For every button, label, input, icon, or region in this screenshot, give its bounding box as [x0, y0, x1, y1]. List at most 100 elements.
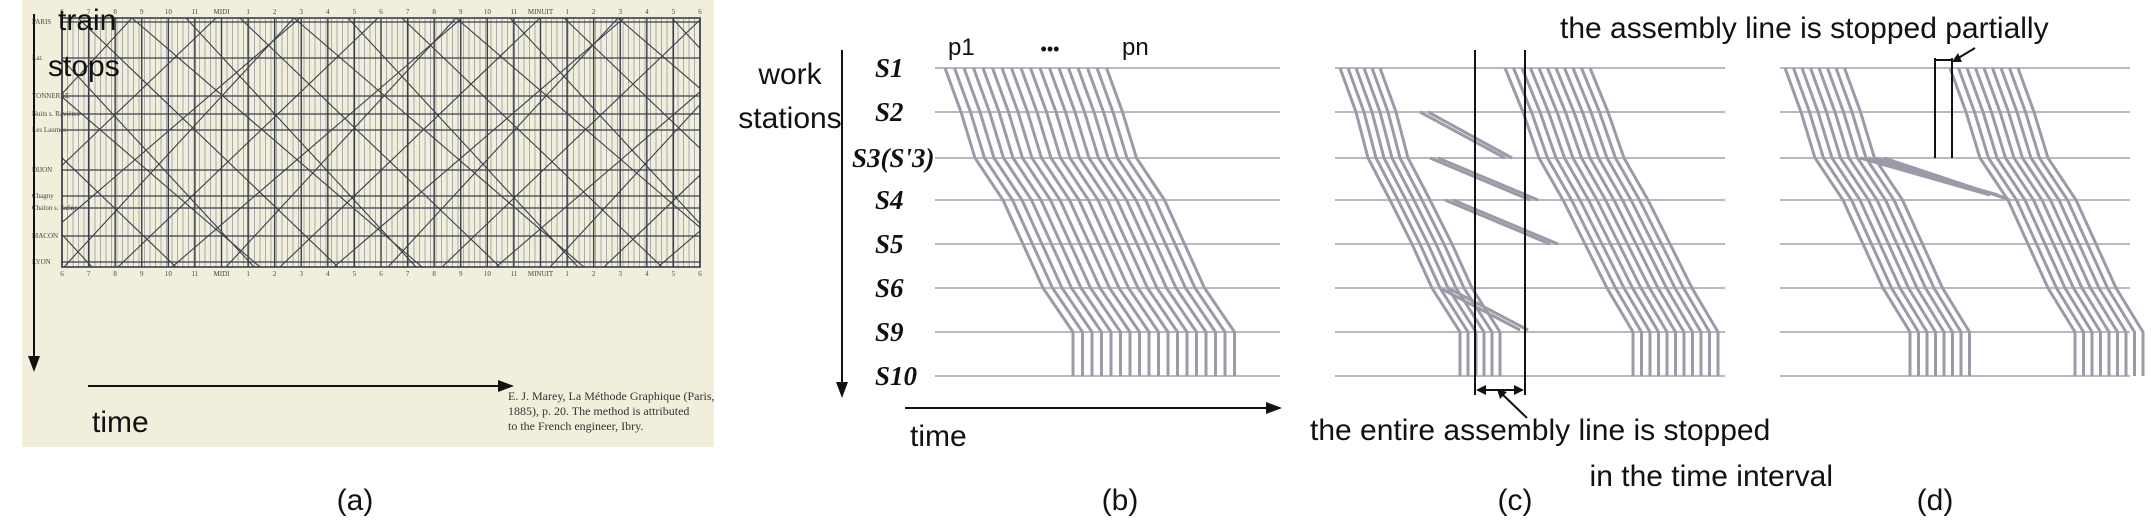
station-label-2: S3(S'3) — [852, 143, 935, 173]
panel-d-stopped-diagonals — [1859, 156, 2011, 202]
caption-line-3: to the French engineer, Ibry. — [508, 419, 643, 433]
panel-a-hour-labels: 6677889910101111MIDIMIDI1122334455667788… — [60, 8, 702, 278]
hour-label-bottom: 10 — [484, 270, 492, 278]
train-up-line — [333, 18, 625, 267]
product-trace — [1057, 67, 1189, 376]
hour-label-bottom: 11 — [192, 270, 199, 278]
annot-time-arrowhead — [498, 380, 514, 392]
station-label-6: S9 — [875, 317, 904, 347]
hour-label-bottom: 10 — [165, 270, 173, 278]
hour-label-bottom: MINUIT — [528, 270, 554, 278]
hour-label-top: 7 — [87, 8, 91, 16]
panel-d-product-traces — [1783, 67, 2145, 376]
hour-label-top: 8 — [113, 8, 117, 16]
hour-label-top: MINUIT — [528, 8, 554, 16]
station-label: Chagny — [32, 192, 54, 200]
station-label-5: S6 — [875, 273, 904, 303]
product-trace — [1346, 67, 1470, 376]
train-up-line — [62, 18, 217, 167]
hour-label-bottom: 4 — [645, 270, 649, 278]
product-first-label: p1 — [948, 34, 975, 61]
product-trace — [1965, 67, 2094, 376]
axis-y-label-line1: work — [757, 58, 822, 91]
product-trace — [1948, 67, 2077, 376]
hour-label-top: 11 — [192, 8, 199, 16]
product-last-label: pn — [1122, 34, 1149, 61]
annot-stops-arrowhead — [28, 356, 40, 372]
stop-interval-arrowhead-left — [1476, 385, 1486, 395]
hour-label-bottom: 8 — [113, 270, 117, 278]
hour-label-bottom: 5 — [672, 270, 676, 278]
axis-x-label: time — [910, 420, 967, 453]
station-label: DIJON — [32, 166, 52, 174]
hour-label-top: 3 — [619, 8, 623, 16]
hour-label-bottom: 2 — [273, 270, 277, 278]
callout-c-pointer-head — [1497, 389, 1507, 399]
station-label-4: S5 — [875, 229, 904, 259]
train-down-line — [77, 18, 339, 267]
train-down-line — [62, 96, 261, 267]
hour-label-bottom: 9 — [459, 270, 463, 278]
hour-label-top: 6 — [698, 8, 702, 16]
stopped-diagonal — [1437, 156, 1539, 202]
station-label: Les Laumes — [32, 126, 66, 134]
product-trace — [1362, 67, 1486, 376]
product-trace — [972, 67, 1103, 376]
hour-label-bottom: 8 — [432, 270, 436, 278]
panel-a-timetable-grid — [61, 17, 701, 268]
station-label-3: S4 — [875, 185, 904, 215]
product-trace — [1529, 67, 1660, 376]
station-label: PARIS — [32, 18, 51, 26]
panel-c-stopped-diagonals — [1419, 110, 1559, 332]
train-down-line — [131, 18, 423, 267]
product-trace — [1537, 67, 1669, 376]
stopped-diagonal — [1447, 286, 1529, 332]
train-up-line — [63, 18, 295, 267]
train-up-line — [117, 18, 379, 267]
product-trace — [1588, 67, 1720, 376]
hour-label-bottom: 7 — [87, 270, 91, 278]
product-trace — [1370, 67, 1494, 376]
product-trace — [1563, 67, 1694, 376]
train-up-line — [603, 174, 700, 267]
product-trace — [1338, 67, 1462, 376]
hour-label-top: 5 — [353, 8, 357, 16]
hour-label-bottom: 11 — [511, 270, 518, 278]
product-trace — [1843, 67, 1971, 376]
annot-stops: stops — [48, 50, 120, 83]
station-label-1: S2 — [875, 97, 904, 127]
product-trace — [1354, 67, 1478, 376]
product-trace — [2016, 67, 2145, 376]
panel-a-station-labels: PARIS Lar. TONNERRE Nuits s. Ravières Les La… — [32, 18, 80, 266]
product-trace — [962, 67, 1094, 376]
station-label: MACON — [32, 232, 58, 240]
train-up-line — [495, 91, 700, 267]
hour-label-bottom: 3 — [619, 270, 623, 278]
product-trace — [1378, 67, 1502, 376]
hour-label-bottom: 7 — [406, 270, 410, 278]
stopped-diagonal — [1429, 156, 1531, 202]
hour-label-bottom: 5 — [353, 270, 357, 278]
caption-line-2: 1885), p. 20. The method is attributed — [508, 404, 689, 418]
hour-label-bottom: 1 — [565, 270, 569, 278]
timetable-frame — [61, 17, 701, 268]
product-trace — [1974, 67, 2102, 376]
hour-label-bottom: 6 — [698, 270, 702, 278]
panel-a-label: (a) — [337, 484, 374, 517]
train-up-line — [387, 18, 619, 267]
station-label-0: S1 — [875, 53, 904, 83]
product-trace — [1800, 67, 1929, 376]
train-down-line — [62, 58, 255, 267]
panel-b-station-labels: S1 S2 S3(S'3) S4 S5 S6 S9 S10 — [852, 53, 935, 391]
product-trace — [1571, 67, 1703, 376]
annotation-c-line1: the entire assembly line is stopped — [1310, 414, 1770, 447]
product-trace — [1809, 67, 1937, 376]
stopped-diagonal — [1439, 286, 1521, 332]
annot-time: time — [92, 406, 149, 439]
hour-label-top: 3 — [300, 8, 304, 16]
panel-b-label: (b) — [1102, 484, 1139, 517]
panel-b: work stations time p1 ••• pn S1 S2 S3(S'3)… — [738, 34, 1282, 517]
product-trace — [1086, 67, 1217, 376]
hour-label-bottom: 6 — [379, 270, 383, 278]
